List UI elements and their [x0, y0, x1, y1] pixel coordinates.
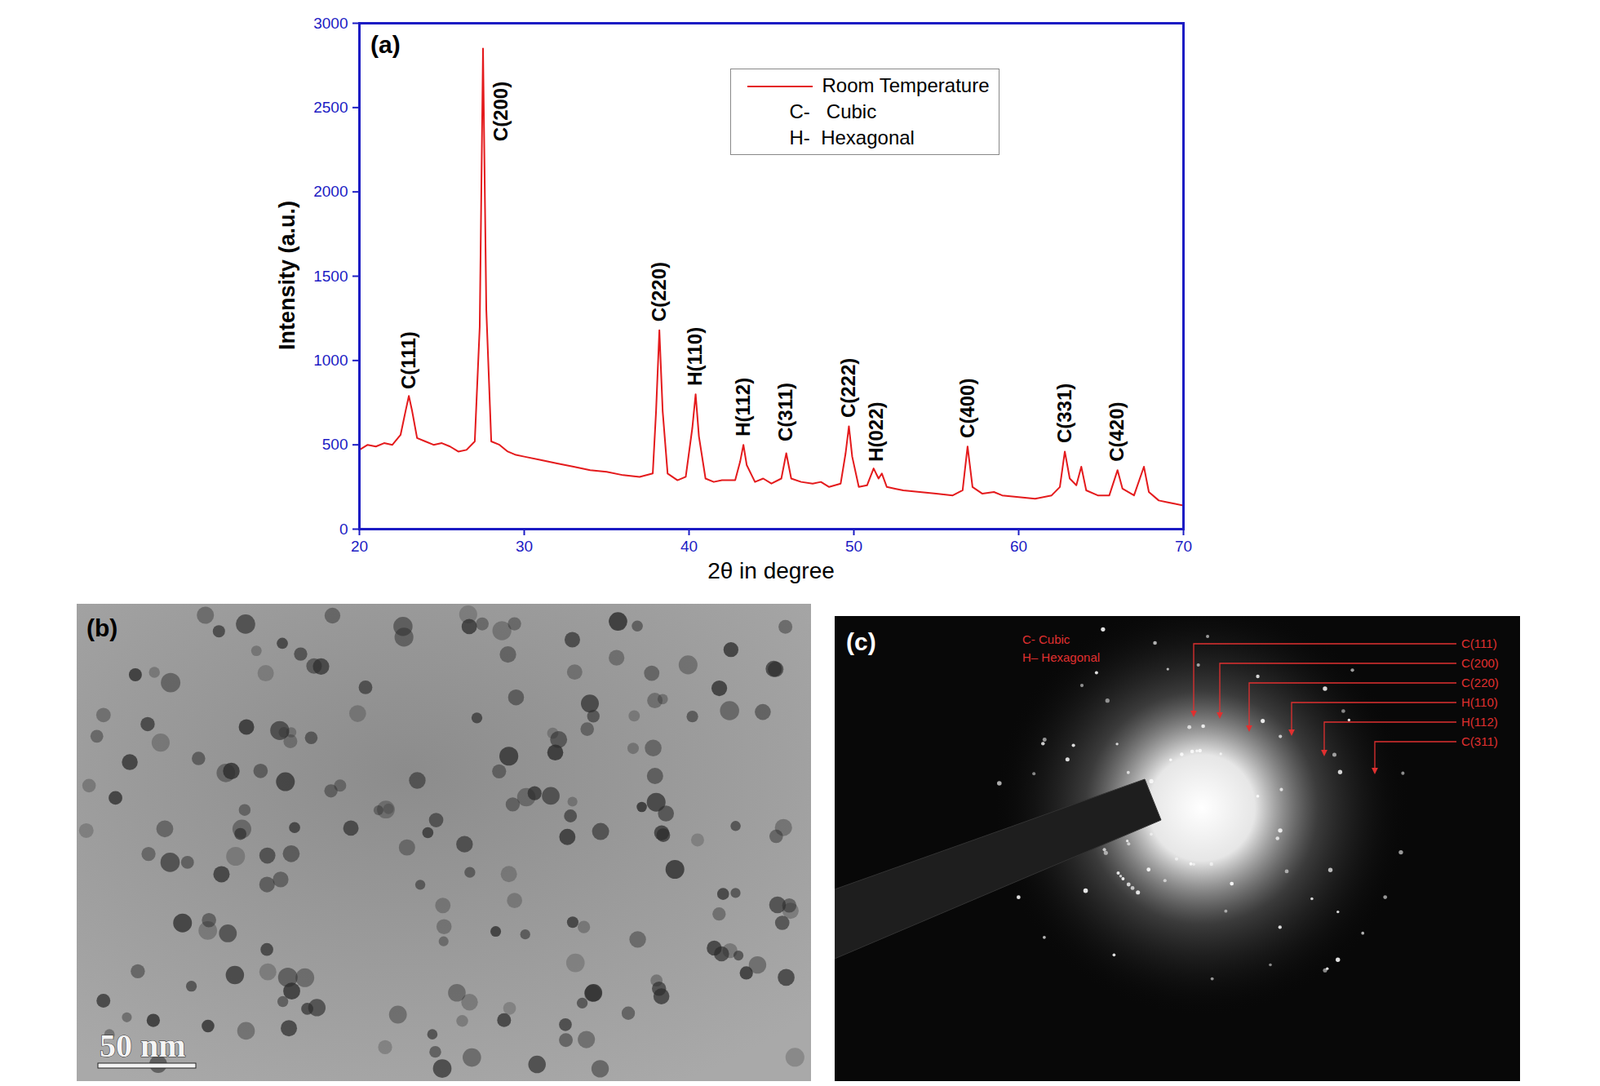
svg-text:H(112): H(112) [731, 377, 754, 437]
svg-text:C(311): C(311) [1461, 734, 1499, 749]
svg-text:0: 0 [339, 520, 349, 538]
svg-text:70: 70 [1174, 537, 1193, 555]
svg-text:30: 30 [515, 537, 533, 555]
svg-text:C(200): C(200) [1461, 655, 1499, 670]
svg-text:C(200): C(200) [489, 81, 512, 142]
svg-text:2000: 2000 [313, 182, 348, 200]
svg-text:C(420): C(420) [1105, 401, 1128, 461]
html-text:2θ in degree: 2θ in degree [707, 558, 835, 584]
html-text:Room Temperature: Room Temperature [822, 74, 990, 97]
svg-text:C(400): C(400) [956, 378, 979, 439]
svg-text:H(022): H(022) [864, 401, 887, 461]
svg-text:1500: 1500 [313, 267, 348, 285]
svg-text:C(220): C(220) [1461, 675, 1499, 690]
svg-text:50 nm: 50 nm [99, 1027, 187, 1064]
svg-text:H(110): H(110) [683, 327, 706, 386]
html-text:H- Hexagonal: H- Hexagonal [789, 126, 915, 149]
svg-text:(c): (c) [846, 628, 877, 656]
svg-text:1000: 1000 [313, 351, 348, 369]
svg-text:C(111): C(111) [1461, 636, 1498, 651]
html-text:C- Cubic: C- Cubic [789, 100, 877, 123]
svg-text:C(222): C(222) [837, 358, 860, 418]
svg-text:3000: 3000 [313, 14, 348, 32]
html-text:(a): (a) [370, 31, 401, 58]
svg-text:60: 60 [1010, 537, 1028, 555]
svg-text:40: 40 [680, 537, 698, 555]
svg-text:C(220): C(220) [647, 261, 670, 322]
html-text:Intensity (a.u.): Intensity (a.u.) [274, 200, 300, 351]
svg-text:H– Hexagonal: H– Hexagonal [1022, 650, 1100, 665]
svg-text:C(311): C(311) [774, 382, 797, 442]
svg-text:C- Cubic: C- Cubic [1022, 632, 1071, 647]
svg-text:C(111): C(111) [397, 331, 420, 390]
svg-text:2500: 2500 [313, 98, 348, 116]
svg-text:H(110): H(110) [1461, 695, 1499, 710]
svg-text:50: 50 [845, 537, 863, 555]
svg-text:H(112): H(112) [1461, 714, 1499, 729]
svg-text:(b): (b) [86, 614, 118, 642]
svg-text:500: 500 [322, 435, 349, 453]
svg-text:C(331): C(331) [1053, 383, 1076, 444]
svg-text:20: 20 [350, 537, 368, 555]
